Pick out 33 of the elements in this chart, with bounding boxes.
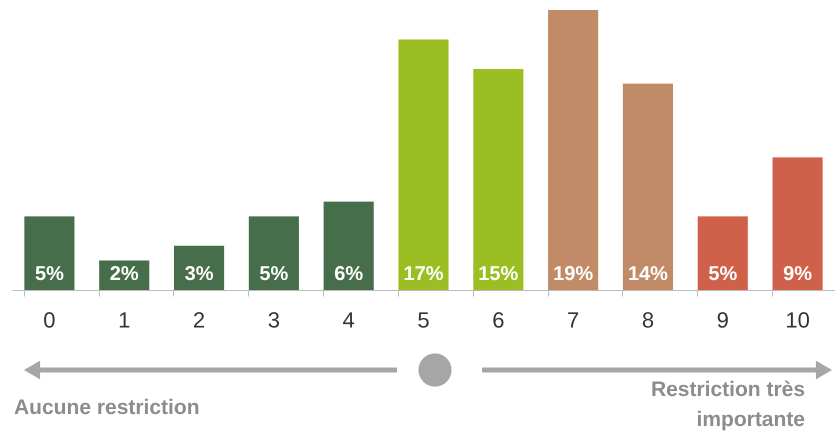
data-label: 2% <box>110 263 139 285</box>
x-tick-label: 6 <box>492 308 504 332</box>
x-tick-label: 4 <box>342 308 355 332</box>
bar <box>248 216 299 290</box>
bar <box>398 39 449 290</box>
data-label: 5% <box>259 263 289 285</box>
x-tick-label: 3 <box>268 308 280 332</box>
data-label: 17% <box>403 263 444 285</box>
x-tick-label: 10 <box>785 308 810 332</box>
data-label: 14% <box>628 263 668 285</box>
text: Restriction très importante <box>650 378 805 431</box>
x-tick-label: 8 <box>642 308 654 332</box>
data-label: 19% <box>553 263 594 285</box>
data-label: 5% <box>708 263 738 285</box>
data-label: 5% <box>34 263 64 285</box>
x-tick-label: 0 <box>43 308 56 332</box>
bar <box>24 216 74 290</box>
x-tick-label: 9 <box>716 308 729 332</box>
x-tick-label: 1 <box>118 308 130 332</box>
data-label: 9% <box>783 263 812 285</box>
text: Aucune restriction <box>14 396 200 419</box>
data-label: 6% <box>334 263 364 285</box>
bar <box>324 202 374 290</box>
bar <box>473 68 524 290</box>
x-tick-label: 7 <box>567 308 580 332</box>
data-label: 15% <box>478 263 519 285</box>
bar <box>548 10 598 290</box>
data-label: 3% <box>184 263 214 285</box>
bar <box>622 84 674 290</box>
bar <box>698 216 748 290</box>
x-tick-label: 5 <box>417 308 430 332</box>
x-tick-label: 2 <box>192 308 206 332</box>
bar <box>772 157 823 290</box>
